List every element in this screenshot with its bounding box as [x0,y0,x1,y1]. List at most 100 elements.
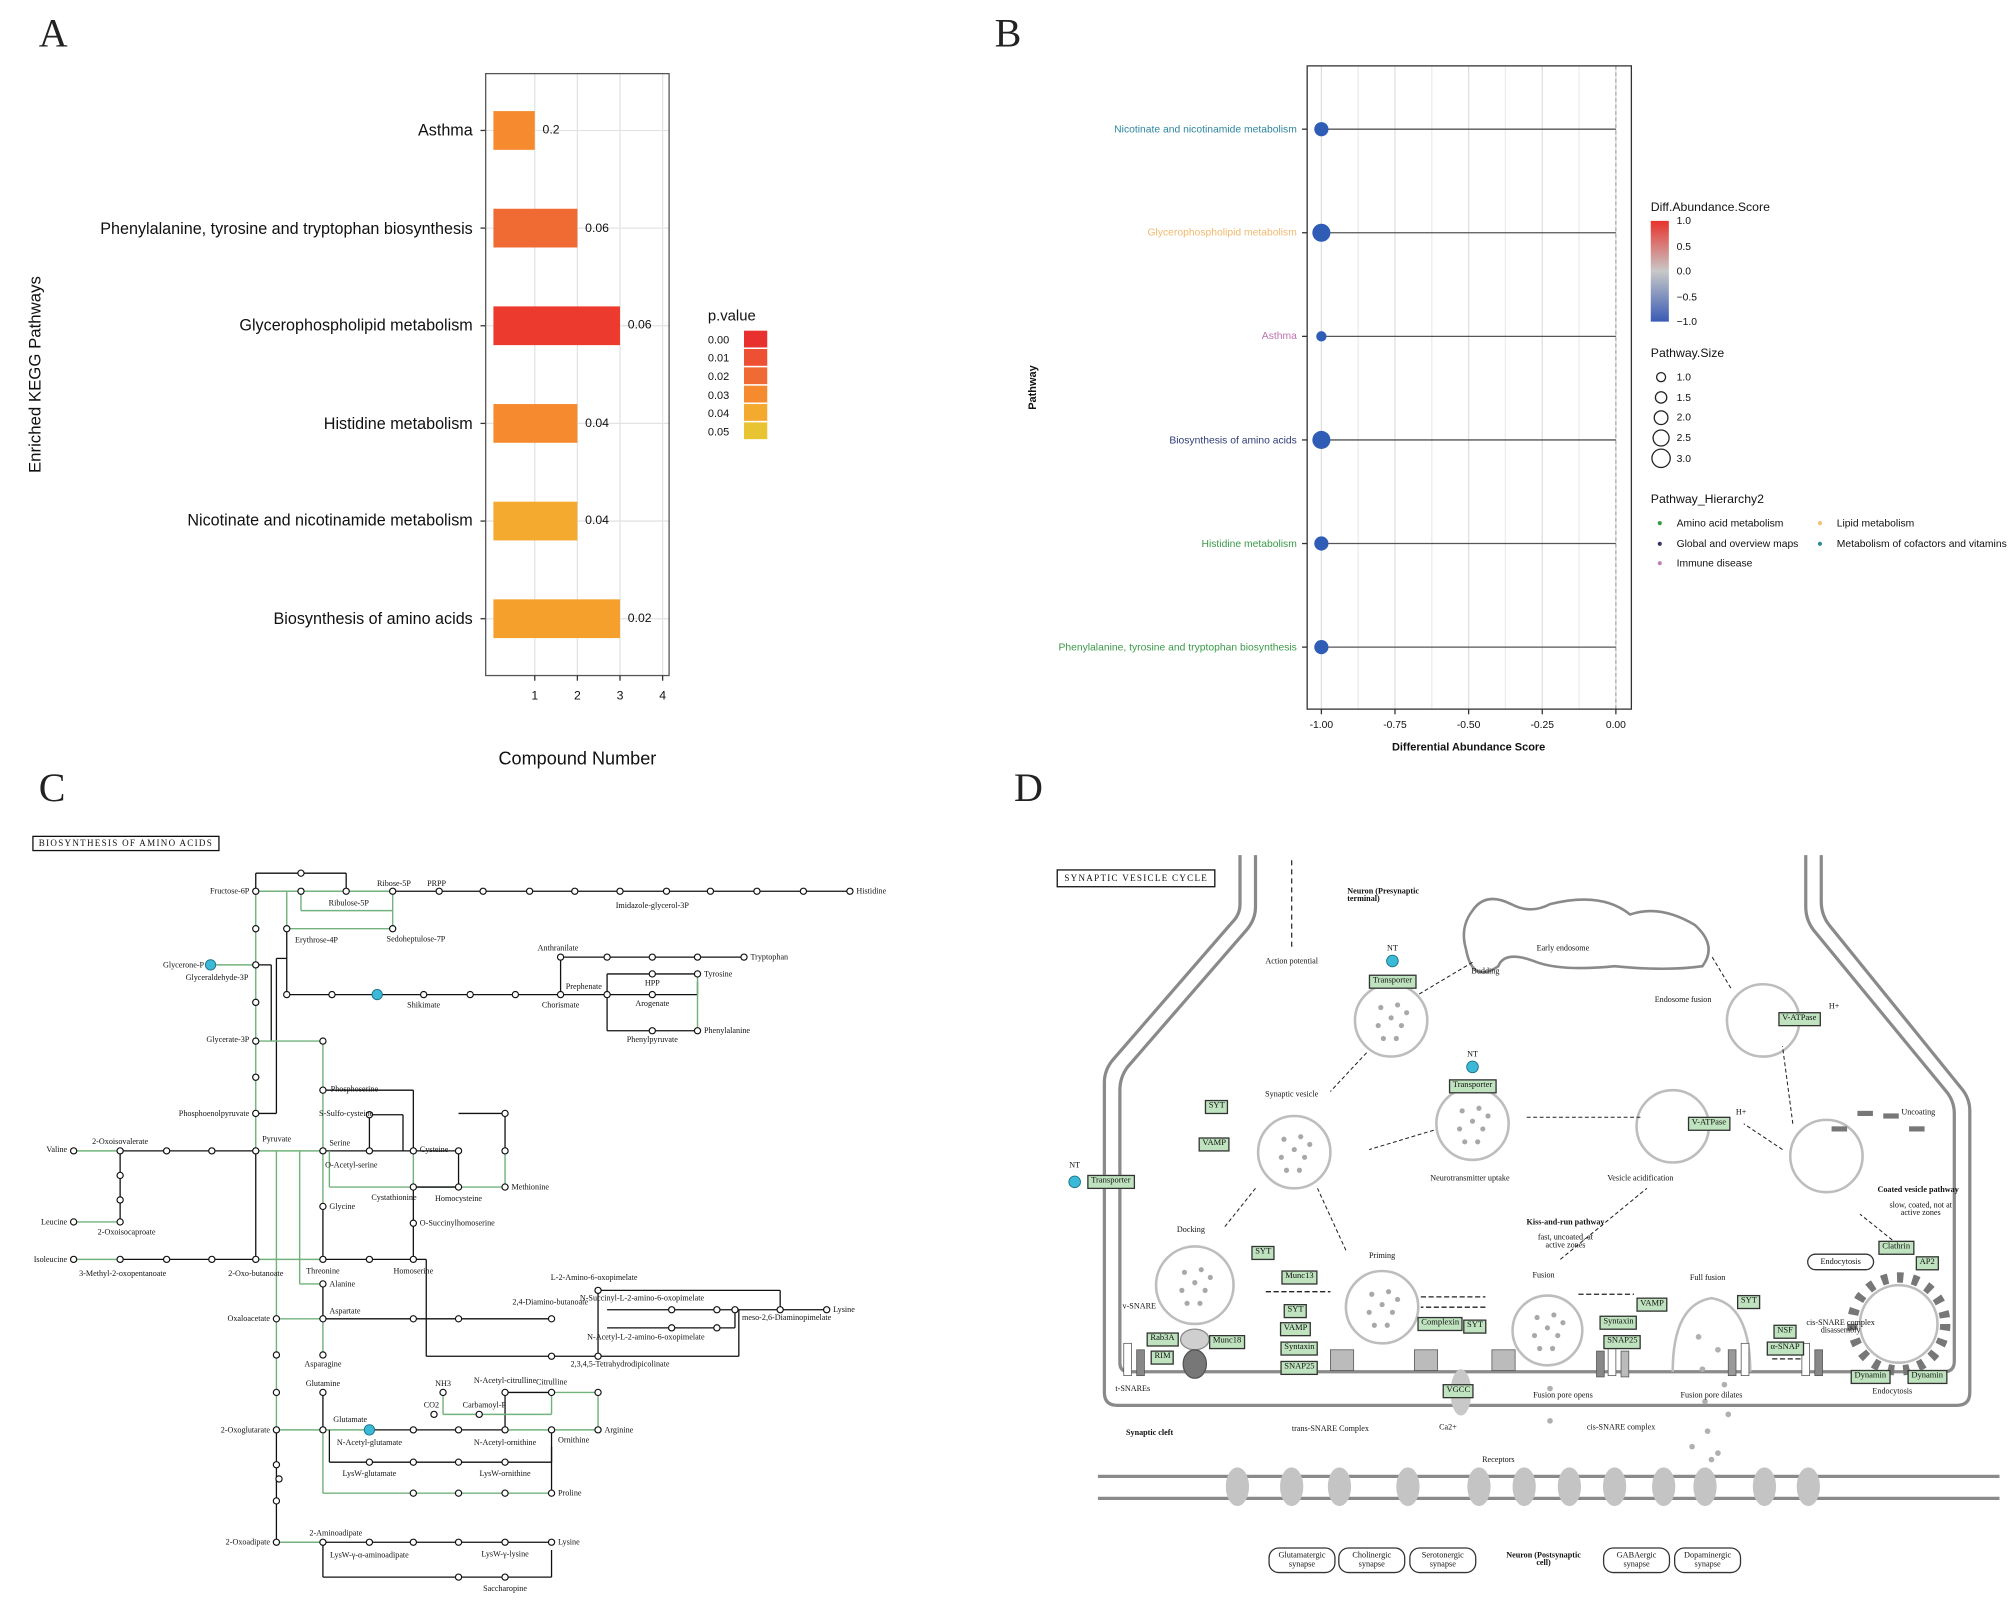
gene-box-munc13[interactable]: Munc13 [1281,1270,1318,1285]
compound-label-lysine1: Lysine [833,1305,855,1315]
x-tick-label: 2 [573,689,581,704]
compound-label-hpp: HPP [644,978,660,988]
compound-label-glutamate: Glutamate [333,1415,368,1425]
receptor [1557,1467,1582,1507]
size-legend-label: 1.0 [1676,371,1691,383]
gene-box-clathrin[interactable]: Clathrin [1878,1240,1915,1255]
gene-box-munc18[interactable]: Munc18 [1209,1334,1246,1350]
gene-box-snap25_2[interactable]: SNAP25 [1603,1334,1642,1350]
compound-node [116,1218,124,1226]
compound-label-oxoisovalerate: 2-Oxoisovalerate [92,1137,149,1147]
gene-box-snap25_1[interactable]: SNAP25 [1280,1360,1319,1375]
compound-node [713,1306,721,1314]
map-link-dopaminergic[interactable]: Dopaminergic synapse [1674,1547,1742,1574]
gene-box-transporter2[interactable]: Transporter [1448,1079,1497,1094]
compound-node [319,1315,327,1323]
compound-node [501,1538,509,1546]
map-link-endocytosis[interactable]: Endocytosis [1807,1253,1875,1271]
compound-node [594,1286,602,1295]
receptor [1602,1467,1627,1507]
compound-label-oxoisocaproate: 2-Oxoisocaproate [97,1228,156,1238]
compound-label-glycine: Glycine [329,1202,356,1212]
gene-box-vamp1[interactable]: VAMP [1198,1137,1230,1152]
gene-box-complexin[interactable]: Complexin [1417,1316,1464,1332]
compound-node [439,1388,447,1397]
compound-node [693,1027,702,1035]
compound-node [776,1306,784,1314]
map-link-gabaergic[interactable]: GABAergic synapse [1602,1547,1671,1574]
legend-swatch [744,404,768,421]
pathway-arrow [1781,1046,1794,1124]
map-link-glutamatergic[interactable]: Glutamatergic synapse [1268,1547,1336,1574]
compound-node [116,1255,124,1264]
compound-node [365,1458,374,1466]
gene-box-vamp3[interactable]: VAMP [1636,1297,1668,1312]
rim-protein [1182,1349,1208,1379]
gene-box-vatpase1[interactable]: V-ATPase [1778,1012,1821,1027]
gene-box-syt3[interactable]: SYT [1283,1303,1308,1319]
gene-box-syt1[interactable]: SYT [1204,1099,1229,1115]
gene-box-asnap[interactable]: α-SNAP [1766,1341,1804,1356]
compound-node [603,953,611,961]
compound-node [272,1388,281,1397]
neurotransmitter-dot [1371,1322,1377,1328]
compound-node [409,1183,418,1191]
neurotransmitter-dot [1555,1333,1561,1339]
compound-node [547,1489,556,1497]
size-legend-circle [1654,391,1668,404]
gene-box-syt4[interactable]: SYT [1463,1319,1488,1334]
gene-box-syntaxin1[interactable]: Syntaxin [1280,1341,1319,1356]
neurotransmitter-dot [1551,1312,1557,1318]
snare-protein [1814,1349,1823,1377]
compound-node [388,925,397,933]
gene-box-vamp2[interactable]: VAMP [1279,1322,1312,1337]
compound-node [846,887,854,895]
x-tick-label: 0.00 [1605,718,1626,731]
compound-node [252,1255,260,1264]
compound-label-imidazole: Imidazole-glycerol-3P [615,901,689,911]
neurotransmitter-dot [1379,1302,1385,1308]
gene-box-syt5[interactable]: SYT [1736,1294,1761,1310]
neurotransmitter-dot [1480,1126,1486,1132]
size-legend-circle [1651,448,1671,469]
colorbar-tick-label: −0.5 [1676,290,1697,303]
gene-box-syt2[interactable]: SYT [1251,1245,1276,1260]
neurotransmitter-dot [1302,1154,1308,1160]
gene-box-dynamin2[interactable]: Dynamin [1907,1369,1947,1384]
compound-label-prephenate: Prephenate [565,982,602,992]
compound-label-glyceraldehyde3p: Glyceraldehyde-3P [185,973,249,983]
diagram-label-presynaptic: Neuron (Presynaptic terminal) [1347,886,1419,905]
neurotransmitter-dot [1457,1126,1463,1132]
compound-node [479,887,487,895]
map-link-serotonergic[interactable]: Serotonergic synapse [1409,1547,1477,1574]
hierarchy-legend-dot [1817,521,1823,526]
gene-box-syntaxin2[interactable]: Syntaxin [1599,1315,1638,1330]
gene-box-vatpase2[interactable]: V-ATPase [1687,1116,1730,1131]
compound-label-diaminobutanoate: 2,4-Diamino-butanoate [512,1297,589,1307]
compound-node [409,1255,418,1264]
gene-box-transporter1[interactable]: Transporter [1368,974,1417,989]
neurotransmitter-dot [1296,1167,1303,1173]
gene-box-nsf[interactable]: NSF [1773,1324,1797,1339]
map-link-cholinergic[interactable]: Cholinergic synapse [1338,1547,1406,1574]
compound-label-cystathionine: Cystathionine [371,1193,417,1203]
compound-node [319,1202,327,1211]
compound-node [388,887,397,895]
gene-box-ap2[interactable]: AP2 [1915,1256,1939,1271]
highlighted-compound-node [204,959,217,971]
gene-box-rim[interactable]: RIM [1150,1350,1175,1365]
compound-node [319,1147,327,1155]
gene-box-dynamin1[interactable]: Dynamin [1850,1369,1891,1384]
compound-node [409,1315,418,1323]
compound-node [667,1324,676,1332]
gene-box-transporter3[interactable]: Transporter [1087,1174,1135,1189]
compound-node [547,1315,556,1323]
x-tick-label: -0.75 [1383,718,1407,731]
gene-box-vgcc[interactable]: VGCC [1442,1384,1475,1399]
gene-box-rab3a[interactable]: Rab3A [1146,1332,1179,1347]
neurotransmitter-dot [1291,1147,1297,1153]
compound-node [365,1147,374,1155]
size-legend-circle [1655,372,1667,383]
compound-label-threonine: Threonine [306,1266,340,1276]
diagram-label-nt_uptake: Neurotransmitter uptake [1430,1173,1510,1183]
